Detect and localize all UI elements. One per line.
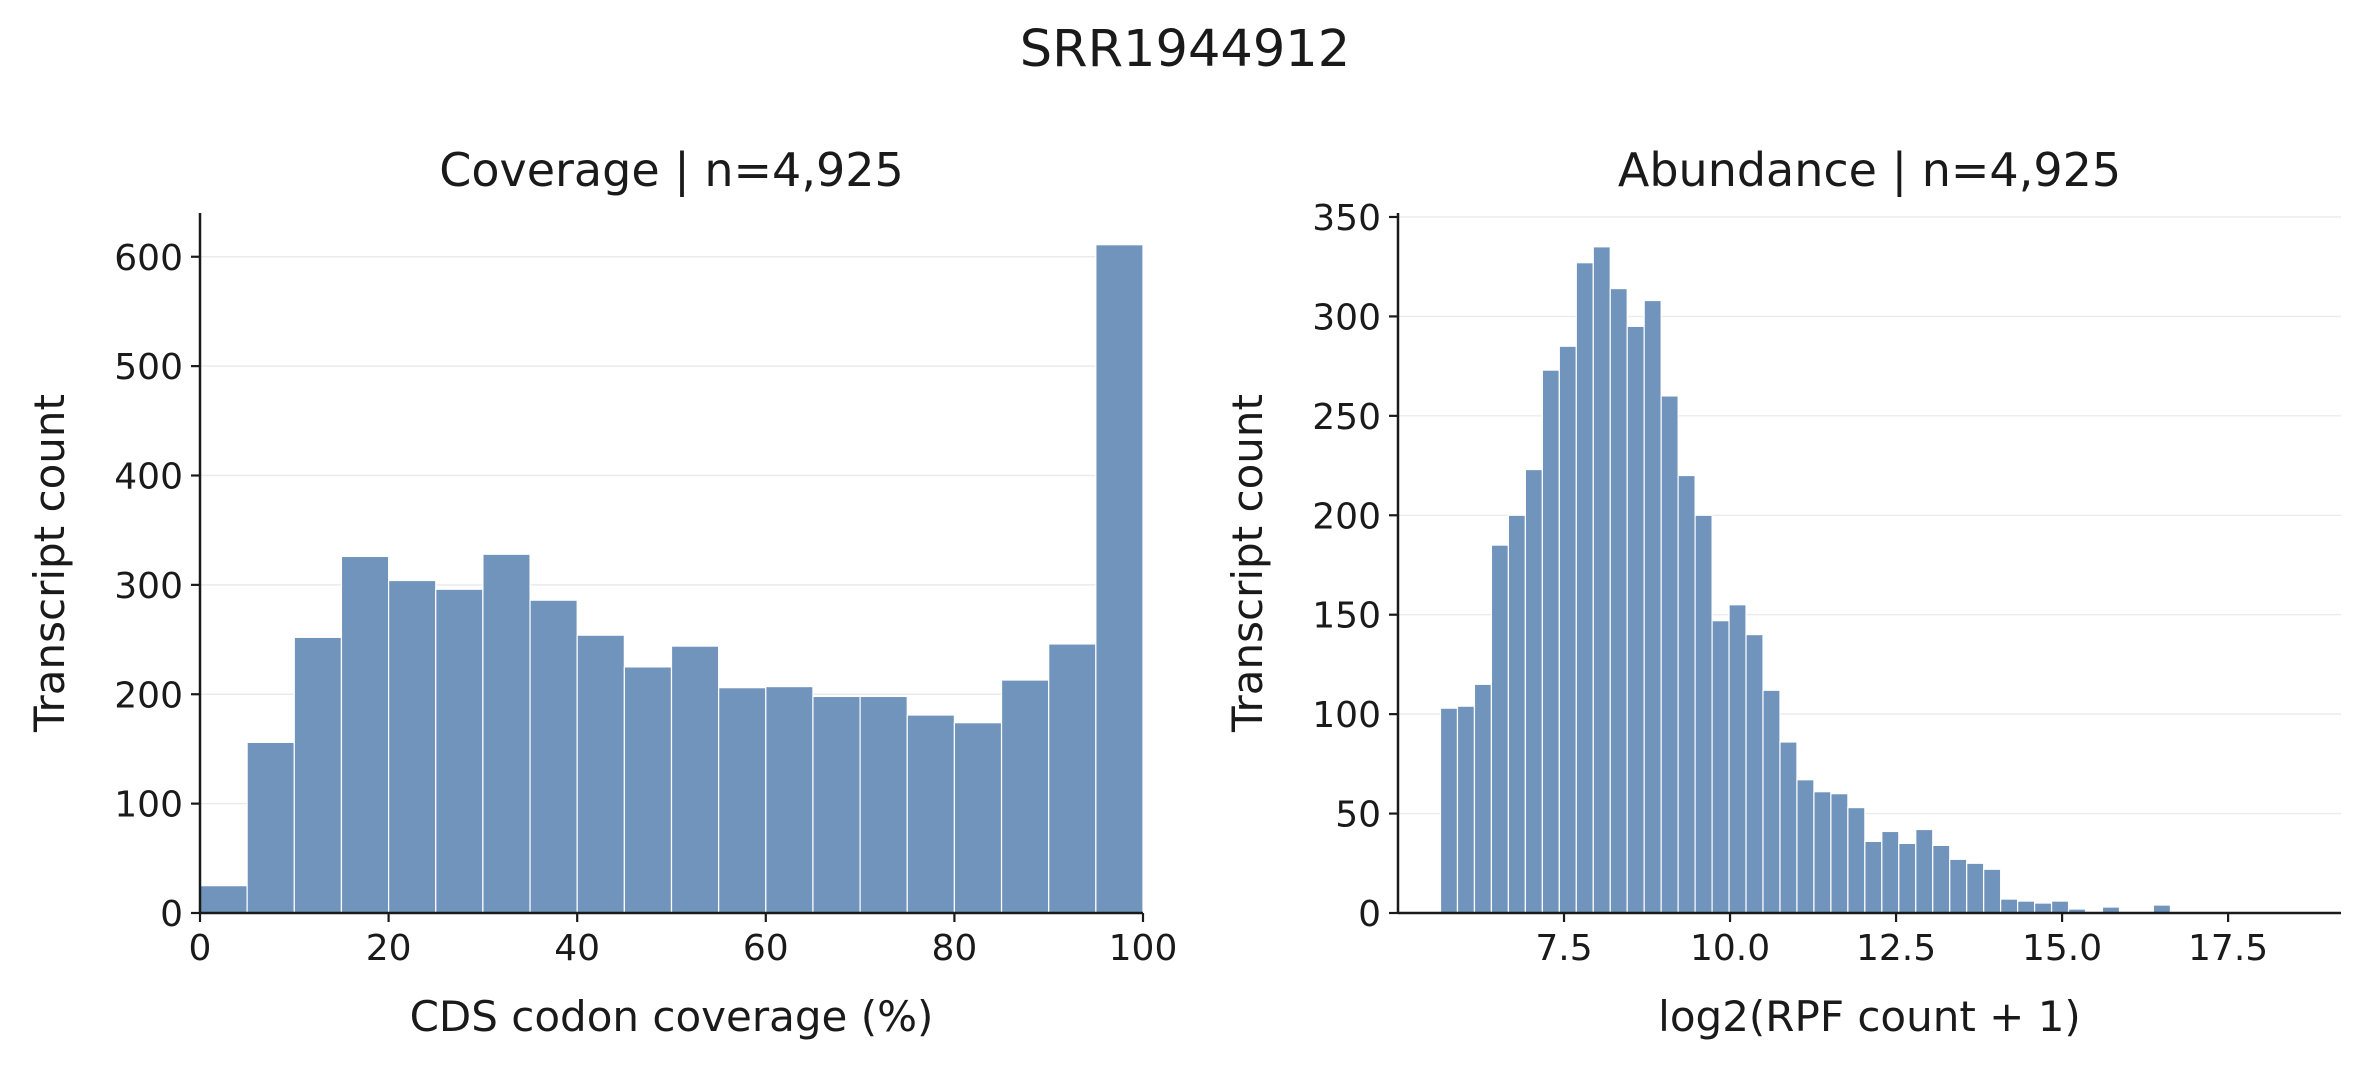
histogram-bar bbox=[1643, 299, 1662, 914]
x-tick-label: 40 bbox=[554, 928, 600, 969]
y-tick-label: 50 bbox=[1335, 795, 1381, 836]
histogram-bar bbox=[1847, 807, 1866, 914]
y-tick-label: 0 bbox=[1358, 894, 1381, 935]
histogram-bar bbox=[1575, 262, 1594, 914]
histogram-bar bbox=[1779, 741, 1798, 914]
histogram-bar bbox=[1949, 858, 1968, 914]
y-tick-label: 500 bbox=[114, 347, 183, 388]
histogram-bar bbox=[1796, 779, 1815, 914]
histogram-bar bbox=[859, 695, 908, 914]
histogram-bar bbox=[1830, 793, 1849, 914]
y-tick-label: 150 bbox=[1312, 596, 1381, 637]
histogram-bar bbox=[1711, 620, 1730, 914]
histogram-bar bbox=[1728, 604, 1747, 914]
histogram-bar bbox=[1745, 633, 1764, 914]
histogram-bar bbox=[1558, 345, 1577, 914]
x-tick-label: 20 bbox=[366, 928, 412, 969]
histogram-bar bbox=[1095, 244, 1144, 914]
histogram-bar bbox=[670, 645, 720, 914]
histogram-bar bbox=[1000, 679, 1050, 914]
histogram-bar bbox=[812, 695, 861, 914]
x-tick-label: 17.5 bbox=[2188, 928, 2268, 969]
histogram-bar bbox=[623, 666, 673, 914]
x-tick-label: 15.0 bbox=[2022, 928, 2102, 969]
histogram-bar bbox=[1048, 643, 1097, 914]
y-tick-label: 100 bbox=[114, 785, 183, 826]
histogram-bar bbox=[1592, 246, 1611, 914]
histogram-bar bbox=[1609, 287, 1628, 914]
x-tick-label: 0 bbox=[189, 928, 212, 969]
panel-title: Coverage | n=4,925 bbox=[439, 143, 904, 198]
histogram-bar bbox=[2017, 900, 2036, 914]
histogram-bar bbox=[435, 588, 484, 914]
y-tick-label: 200 bbox=[1312, 496, 1381, 537]
histogram-bar bbox=[1626, 325, 1645, 914]
histogram-bar bbox=[1456, 705, 1476, 914]
histogram-bar bbox=[529, 599, 578, 914]
histogram-bar bbox=[2000, 898, 2019, 914]
y-tick-label: 300 bbox=[1312, 297, 1381, 338]
x-tick-label: 7.5 bbox=[1535, 928, 1592, 969]
histogram-bar bbox=[1932, 844, 1951, 914]
histogram-bar bbox=[1762, 689, 1781, 914]
coverage-histogram-panel: 0 100 200 300 400 500 600 0 20 40 60 80 100 Coverage … bbox=[25, 143, 1177, 1041]
histogram-bar bbox=[1966, 862, 1985, 914]
histogram-bar bbox=[1677, 474, 1696, 914]
histogram-bar bbox=[1439, 707, 1459, 914]
histogram-bar bbox=[906, 714, 956, 914]
histogram-bar bbox=[765, 685, 814, 914]
histogram-bar bbox=[718, 687, 767, 914]
y-tick-label: 250 bbox=[1312, 397, 1381, 438]
x-tick-label: 100 bbox=[1109, 928, 1178, 969]
y-axis-label: Transcript count bbox=[25, 394, 74, 733]
histogram-bar bbox=[1541, 369, 1560, 914]
histogram-bar bbox=[246, 741, 295, 914]
y-tick-label: 200 bbox=[114, 675, 183, 716]
y-tick-label: 100 bbox=[1312, 695, 1381, 736]
histogram-bar bbox=[199, 885, 248, 914]
histogram-bar bbox=[482, 553, 531, 914]
histogram-bar bbox=[2033, 902, 2053, 914]
histogram-bar bbox=[1898, 842, 1917, 914]
x-tick-label: 60 bbox=[743, 928, 789, 969]
histogram-bar bbox=[1507, 514, 1526, 914]
histogram-bar bbox=[1524, 468, 1543, 914]
histogram-bar bbox=[1881, 830, 1900, 914]
x-axis-label: CDS codon coverage (%) bbox=[410, 992, 934, 1041]
x-tick-label: 12.5 bbox=[1856, 928, 1936, 969]
y-tick-label: 300 bbox=[114, 566, 183, 607]
histogram-bar bbox=[1694, 514, 1713, 914]
figure-suptitle: SRR1944912 bbox=[1020, 20, 1350, 79]
abundance-histogram-panel: 0 50 100 150 200 250 300 350 7.5 10.0 12.5 15.0 17.5… bbox=[1223, 143, 2341, 1041]
x-axis-label: log2(RPF count + 1) bbox=[1658, 992, 2081, 1041]
histogram-bar bbox=[293, 636, 343, 914]
y-tick-label: 600 bbox=[114, 238, 183, 279]
y-tick-label: 350 bbox=[1312, 198, 1381, 239]
x-tick-label: 10.0 bbox=[1690, 928, 1770, 969]
y-tick-label: 0 bbox=[160, 894, 183, 935]
histogram-bar bbox=[953, 722, 1003, 914]
panel-title: Abundance | n=4,925 bbox=[1618, 143, 2121, 198]
histogram-bar bbox=[388, 579, 437, 914]
histogram-bar bbox=[2050, 900, 2070, 914]
histogram-bar bbox=[340, 555, 390, 914]
y-axis-label: Transcript count bbox=[1223, 394, 1272, 733]
histogram-bar bbox=[1915, 828, 1934, 914]
histogram-bar bbox=[1983, 868, 2002, 914]
histogram-bar bbox=[1473, 683, 1493, 914]
histogram-bar bbox=[576, 634, 625, 914]
histogram-bar bbox=[1660, 395, 1679, 914]
x-tick-label: 80 bbox=[931, 928, 977, 969]
histogram-bar bbox=[1813, 791, 1832, 914]
y-tick-label: 400 bbox=[114, 457, 183, 498]
histogram-bar bbox=[1490, 544, 1509, 914]
histogram-bar bbox=[1864, 840, 1883, 914]
